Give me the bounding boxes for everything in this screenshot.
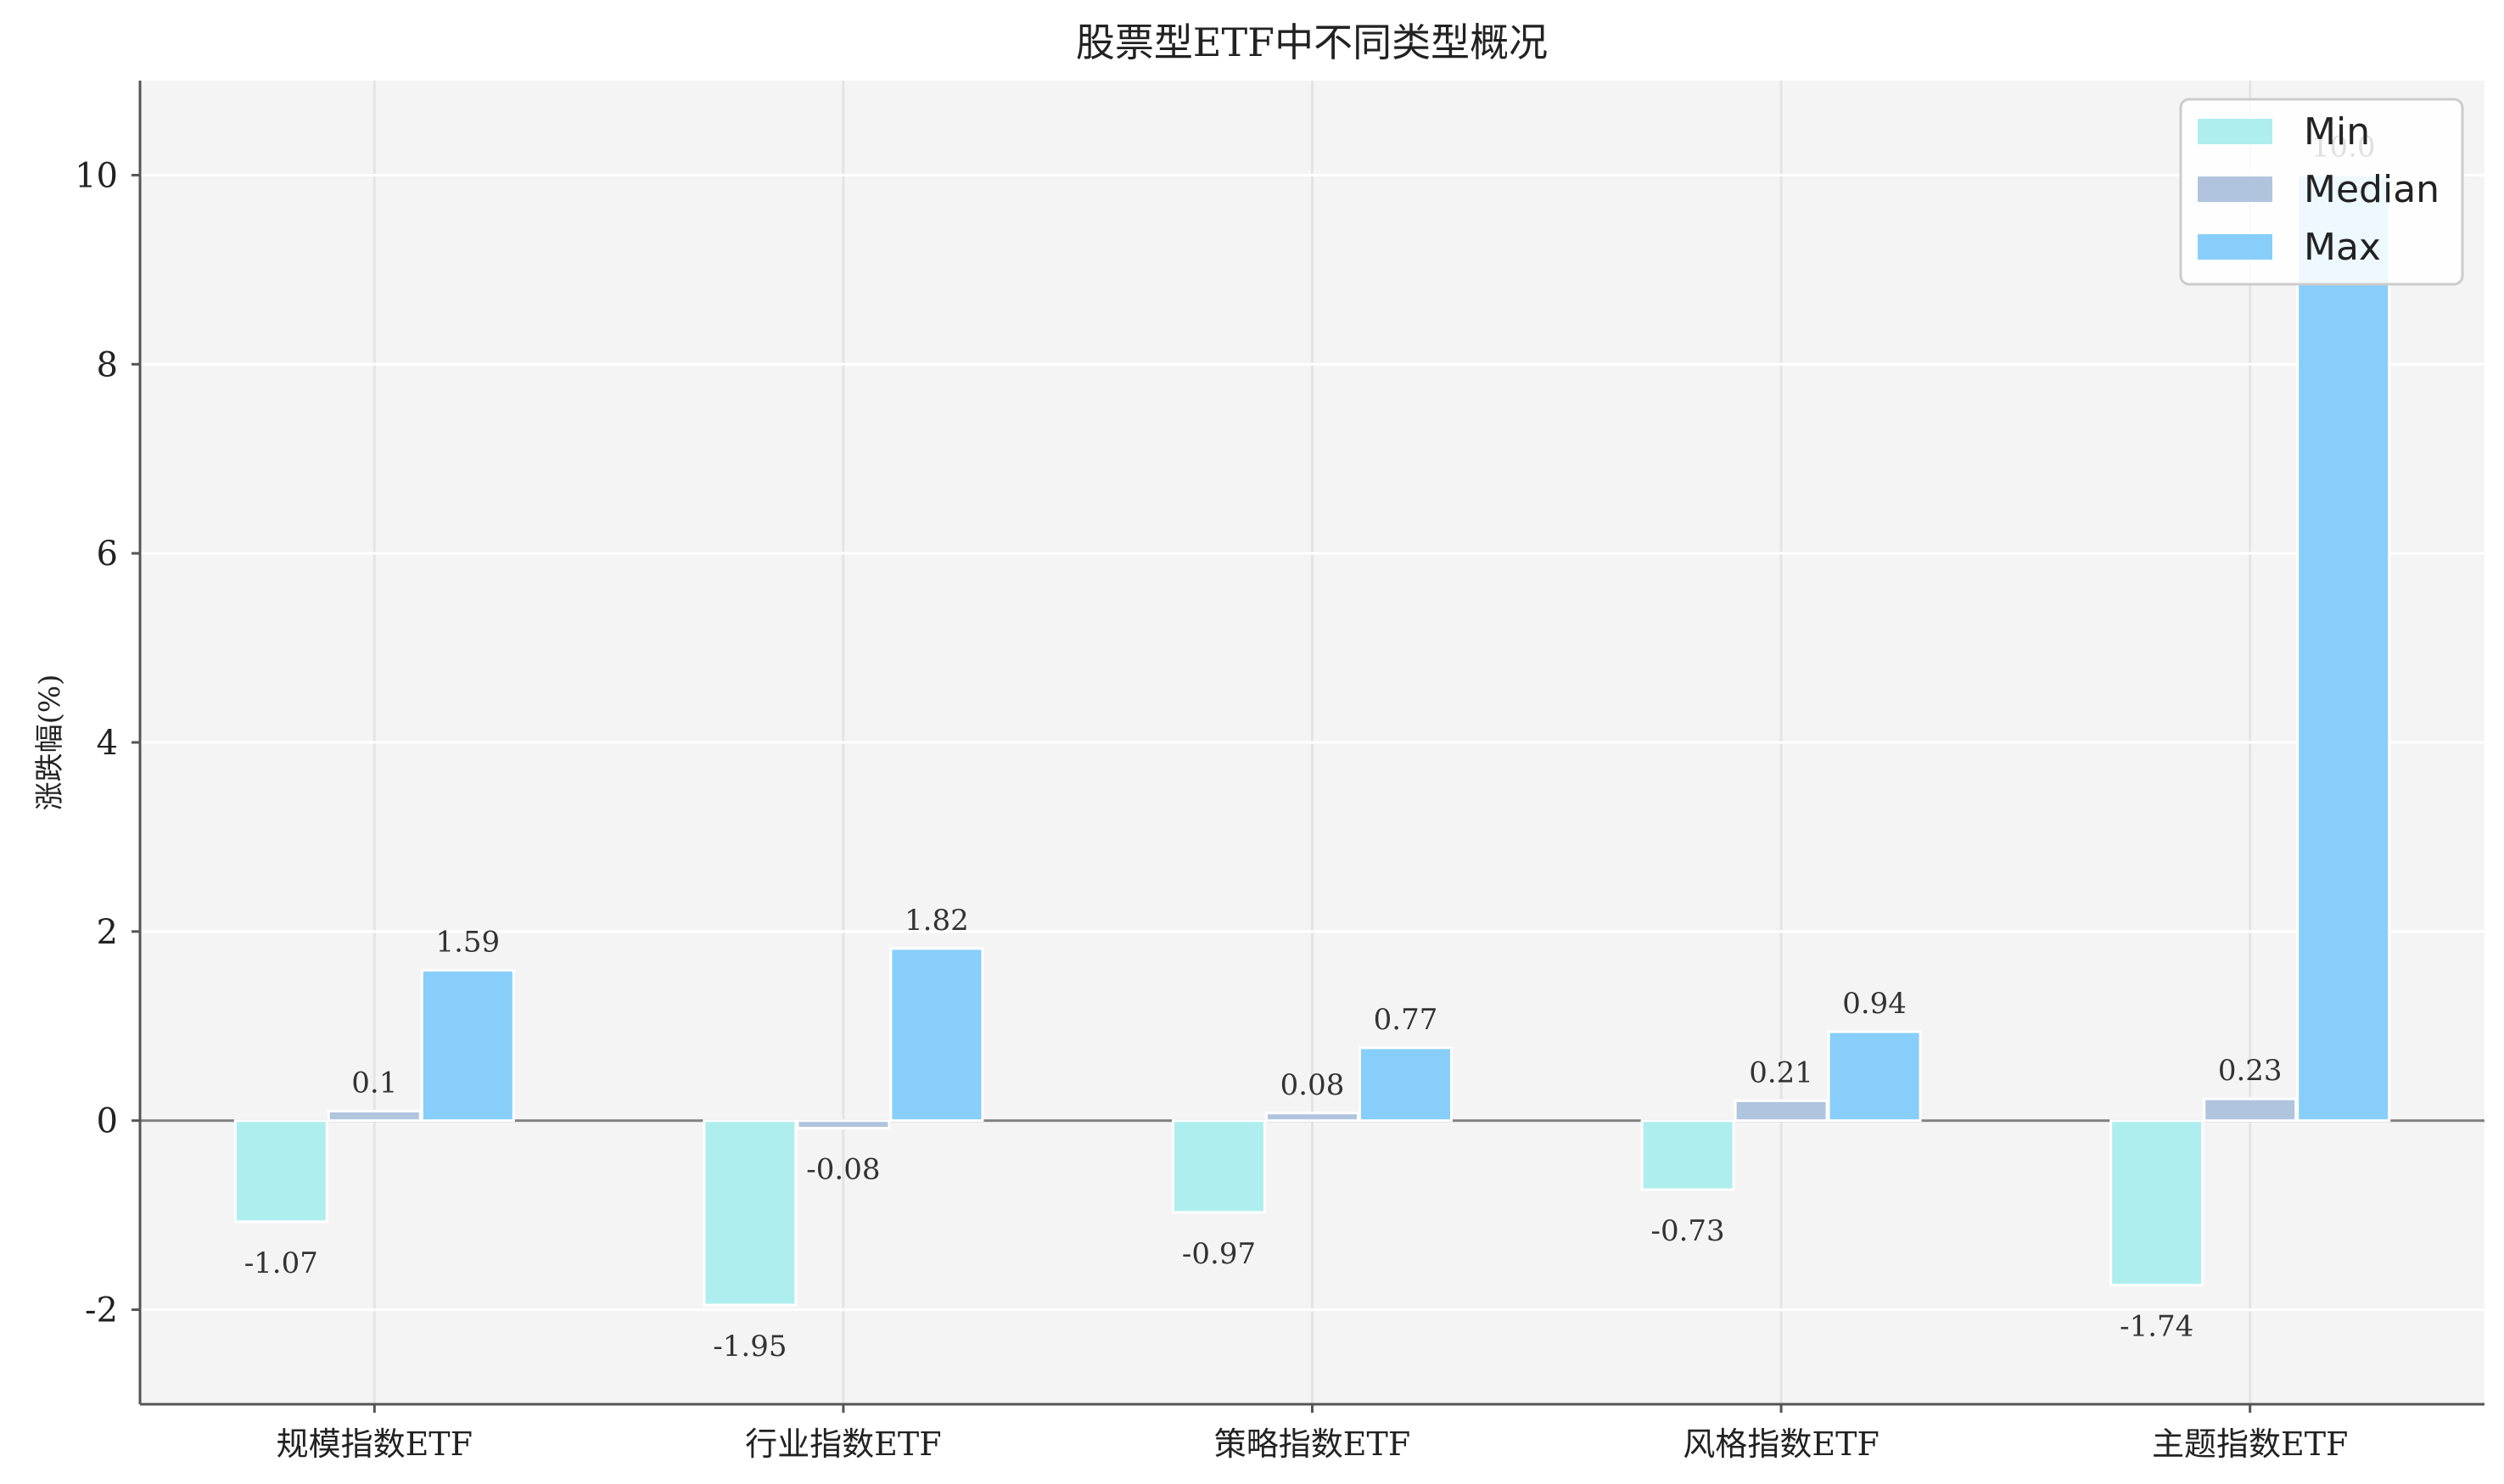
y-tick-label: 0 — [97, 1102, 118, 1141]
x-tick-label: 策略指数ETF — [1214, 1425, 1410, 1463]
data-label-min-1: -1.95 — [713, 1330, 787, 1364]
bar-max-0 — [420, 969, 515, 1123]
chart-title: 股票型ETF中不同类型概况 — [1076, 20, 1548, 65]
bar-max-3 — [1827, 1030, 1922, 1123]
bar-max-1 — [889, 947, 984, 1123]
bar-min-3 — [1640, 1119, 1735, 1191]
data-label-min-4: -1.74 — [2120, 1310, 2193, 1344]
bars — [233, 173, 2391, 1307]
legend-label-median: Median — [2304, 168, 2440, 211]
legend-swatch-max — [2198, 234, 2272, 260]
data-label-max-2: 0.77 — [1374, 1003, 1438, 1037]
y-axis-label: 涨跌幅(%) — [33, 675, 67, 811]
y-tick-label: 8 — [97, 345, 118, 384]
data-label-median-0: 0.1 — [351, 1067, 397, 1100]
data-label-max-0: 1.59 — [435, 926, 500, 960]
legend-swatch-min — [2198, 119, 2272, 144]
y-tick-label: 6 — [97, 535, 118, 574]
data-label-max-3: 0.94 — [1842, 987, 1907, 1021]
bar-max-2 — [1358, 1046, 1453, 1123]
bar-median-0 — [327, 1110, 422, 1123]
bar-median-1 — [796, 1119, 891, 1130]
x-tick-label: 规模指数ETF — [277, 1425, 473, 1463]
data-label-max-1: 1.82 — [905, 904, 969, 938]
bar-median-2 — [1265, 1112, 1359, 1123]
data-label-median-4: 0.23 — [2218, 1054, 2283, 1088]
legend-label-max: Max — [2304, 226, 2381, 269]
bar-median-4 — [2203, 1097, 2298, 1123]
y-tick-label: 4 — [97, 724, 118, 763]
bar-min-1 — [703, 1119, 798, 1307]
y-tick-labels: -2 0 2 4 6 8 10 — [75, 156, 140, 1330]
y-tick-label: 2 — [97, 913, 118, 952]
x-tick-label: 主题指数ETF — [2152, 1425, 2348, 1463]
bar-min-0 — [233, 1119, 328, 1224]
x-tick-label: 风格指数ETF — [1683, 1425, 1879, 1463]
legend: Min Median Max — [2179, 98, 2464, 286]
legend-swatch-median — [2198, 176, 2272, 202]
data-label-min-3: -0.73 — [1650, 1214, 1724, 1248]
legend-label-min: Min — [2304, 110, 2370, 154]
bar-value-labels: -1.07 -1.95 -0.97 -0.73 -1.74 0.1 -0.08 0.08 0.2… — [244, 130, 2376, 1364]
y-tick-label: 10 — [75, 156, 118, 195]
x-tick-labels: 规模指数ETF 行业指数ETF 策略指数ETF 风格指数ETF 主题指数ETF — [277, 1404, 2348, 1463]
bar-max-4 — [2296, 173, 2391, 1123]
bar-min-4 — [2109, 1119, 2204, 1287]
data-label-median-3: 0.21 — [1749, 1056, 1813, 1089]
data-label-min-2: -0.97 — [1182, 1237, 1256, 1271]
data-label-min-0: -1.07 — [244, 1246, 318, 1280]
data-label-median-1: -0.08 — [806, 1153, 880, 1187]
bar-min-2 — [1172, 1119, 1266, 1214]
bar-median-3 — [1734, 1099, 1829, 1123]
x-tick-label: 行业指数ETF — [745, 1425, 941, 1463]
y-tick-label: -2 — [85, 1291, 118, 1330]
data-label-median-2: 0.08 — [1280, 1068, 1345, 1102]
